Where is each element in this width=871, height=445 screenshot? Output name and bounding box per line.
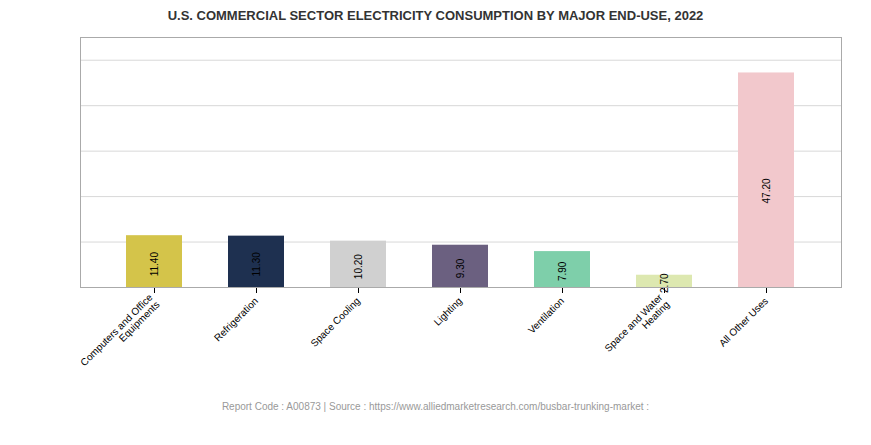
svg-text:11.40: 11.40 bbox=[149, 252, 160, 277]
svg-text:Computers and OfficeEquipments: Computers and OfficeEquipments bbox=[78, 291, 162, 375]
svg-text:10.20: 10.20 bbox=[353, 254, 364, 279]
svg-text:Refrigeration: Refrigeration bbox=[212, 295, 260, 343]
svg-text:9.30: 9.30 bbox=[455, 258, 466, 278]
svg-text:Lighting: Lighting bbox=[432, 295, 465, 328]
svg-text:2.70: 2.70 bbox=[659, 273, 670, 293]
svg-text:7.90: 7.90 bbox=[557, 261, 568, 281]
svg-text:Ventilation: Ventilation bbox=[526, 295, 566, 335]
html-text:Report Code : A00873 | Source: Report Code : A00873 | Source : https://… bbox=[221, 401, 650, 412]
svg-text:Space and WaterHeating: Space and WaterHeating bbox=[602, 291, 672, 361]
svg-text:47.20: 47.20 bbox=[761, 178, 772, 203]
html-text:U.S. COMMERCIAL SECTOR ELECTRI: U.S. COMMERCIAL SECTOR ELECTRICITY CONSU… bbox=[167, 8, 704, 23]
svg-text:11.30: 11.30 bbox=[251, 252, 262, 277]
svg-text:All Other Uses: All Other Uses bbox=[717, 295, 770, 348]
svg-text:Space Cooling: Space Cooling bbox=[308, 295, 362, 349]
